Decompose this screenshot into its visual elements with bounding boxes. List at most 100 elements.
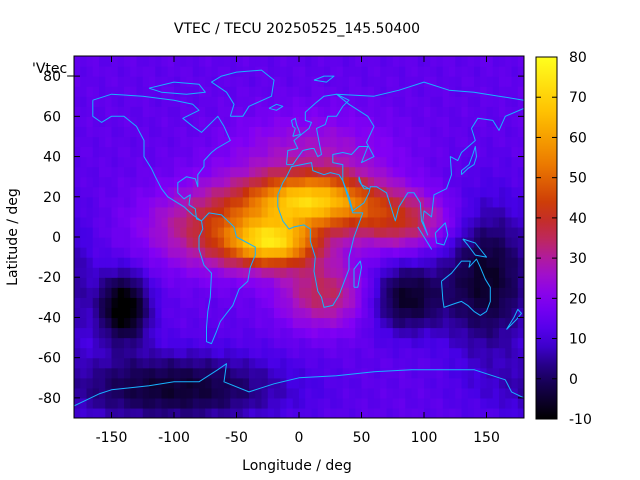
heatmap-cell (211, 297, 219, 308)
heatmap-cell (205, 267, 213, 278)
heatmap-cell (261, 206, 269, 218)
heatmap-cell (261, 287, 269, 298)
heatmap-cell (392, 267, 400, 278)
heatmap-cell (142, 176, 150, 188)
heatmap-cell (86, 377, 94, 389)
heatmap-cell (217, 337, 225, 349)
heatmap-cell (142, 116, 150, 127)
heatmap-cell (117, 357, 125, 369)
heatmap-cell (355, 126, 363, 138)
heatmap-cell (517, 176, 524, 188)
heatmap-cell (380, 277, 388, 288)
heatmap-cell (299, 377, 306, 389)
heatmap-cell (211, 66, 219, 77)
heatmap-cell (217, 407, 225, 418)
heatmap-cell (317, 377, 325, 389)
heatmap-cell (230, 56, 238, 67)
heatmap-cell (205, 387, 213, 399)
heatmap-cell (199, 226, 206, 238)
heatmap-cell (105, 337, 113, 349)
heatmap-cell (192, 226, 200, 238)
heatmap-cell (417, 196, 425, 208)
heatmap-cell (230, 206, 238, 218)
heatmap-cell (342, 407, 350, 418)
heatmap-cell (336, 307, 344, 319)
heatmap-cell (492, 297, 500, 308)
heatmap-cell (86, 407, 94, 418)
colorbar-tick-label: 0 (569, 372, 578, 388)
heatmap-cell (324, 327, 331, 339)
heatmap-cell (249, 146, 256, 158)
heatmap-cell (180, 407, 188, 418)
heatmap-cell (230, 277, 238, 288)
heatmap-cell (361, 377, 369, 389)
heatmap-cell (136, 337, 144, 349)
heatmap-cell (355, 297, 363, 308)
heatmap-cell (336, 146, 344, 158)
heatmap-cell (149, 357, 156, 369)
heatmap-cell (136, 317, 144, 329)
heatmap-cell (161, 247, 169, 258)
heatmap-cell (224, 196, 231, 208)
heatmap-cell (374, 66, 381, 77)
heatmap-cell (167, 287, 175, 298)
heatmap-cell (392, 347, 400, 359)
heatmap-cell (99, 317, 106, 329)
heatmap-cell (261, 337, 269, 349)
heatmap-cell (105, 146, 113, 158)
heatmap-cell (249, 247, 256, 258)
heatmap-cell (405, 237, 413, 248)
heatmap-cell (217, 86, 225, 97)
heatmap-cell (330, 357, 338, 369)
heatmap-cell (99, 96, 106, 107)
heatmap-cell (286, 377, 294, 389)
heatmap-cell (136, 126, 144, 138)
heatmap-cell (199, 387, 206, 399)
heatmap-cell (511, 216, 519, 228)
heatmap-cell (317, 116, 325, 127)
heatmap-cell (174, 216, 181, 228)
heatmap-cell (267, 116, 275, 127)
heatmap-cell (199, 66, 206, 77)
heatmap-cell (267, 206, 275, 218)
heatmap-cell (124, 327, 131, 339)
heatmap-cell (374, 146, 381, 158)
heatmap-cell (161, 407, 169, 418)
heatmap-cell (342, 247, 350, 258)
heatmap-cell (292, 337, 300, 349)
heatmap-cell (474, 307, 481, 319)
heatmap-cell (261, 277, 269, 288)
heatmap-cell (374, 56, 381, 67)
heatmap-cell (192, 146, 200, 158)
heatmap-cell (442, 307, 450, 319)
heatmap-cell (286, 76, 294, 87)
heatmap-cell (111, 317, 119, 329)
heatmap-cell (249, 297, 256, 308)
heatmap-cell (449, 257, 456, 268)
heatmap-cell (517, 206, 524, 218)
heatmap-cell (436, 96, 444, 107)
heatmap-cell (455, 307, 463, 319)
heatmap-cell (486, 357, 494, 369)
heatmap-cell (499, 96, 506, 107)
heatmap-cell (417, 136, 425, 148)
heatmap-cell (280, 66, 288, 77)
heatmap-cell (230, 397, 238, 409)
heatmap-cell (399, 257, 406, 268)
heatmap-cell (467, 96, 475, 107)
heatmap-cell (430, 96, 438, 107)
heatmap-cell (124, 116, 131, 127)
heatmap-cell (424, 166, 431, 178)
heatmap-cell (142, 166, 150, 178)
heatmap-cell (274, 277, 281, 288)
heatmap-cell (517, 397, 524, 409)
heatmap-cell (74, 86, 81, 97)
heatmap-cell (274, 357, 281, 369)
heatmap-cell (342, 327, 350, 339)
heatmap-cell (417, 216, 425, 228)
heatmap-cell (274, 237, 281, 248)
heatmap-cell (361, 397, 369, 409)
heatmap-cell (180, 76, 188, 87)
heatmap-cell (474, 347, 481, 359)
